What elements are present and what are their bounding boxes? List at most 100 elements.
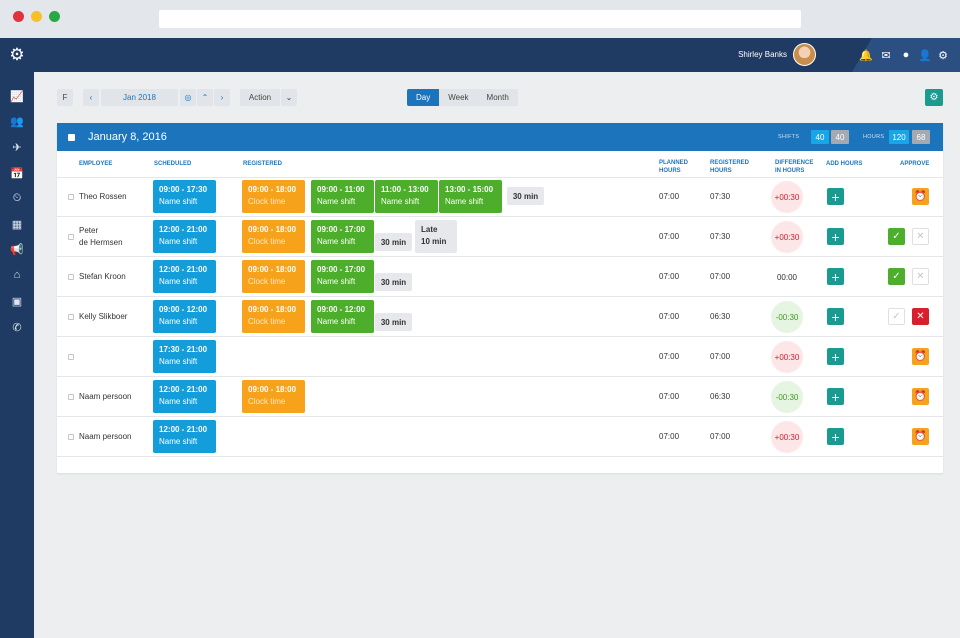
app-logo-icon[interactable]: ⚙ xyxy=(9,45,25,64)
registered-shift[interactable]: 09:00 - 17:00 Name shift xyxy=(311,260,374,293)
filter-button[interactable]: F xyxy=(57,89,73,106)
table-row: Kelly Slikboer 09:00 - 12:00 Name shift 0… xyxy=(57,297,943,337)
scheduled-shift[interactable]: 17:30 - 21:00 Name shift xyxy=(153,340,216,373)
add-hours-button[interactable]: + xyxy=(827,428,844,445)
reject-button[interactable]: ✕ xyxy=(912,308,929,325)
row-checkbox[interactable] xyxy=(68,194,74,200)
scheduled-shift[interactable]: 12:00 - 21:00 Name shift xyxy=(153,420,216,453)
add-hours-button[interactable]: + xyxy=(827,268,844,285)
minimize-window-dot[interactable] xyxy=(31,11,42,22)
shifts-label: SHIFTS xyxy=(778,134,800,140)
tab-month[interactable]: Month xyxy=(477,89,518,106)
employee-name[interactable]: Theo Rossen xyxy=(79,192,127,201)
approve-button[interactable]: ✓ xyxy=(888,228,905,245)
employee-name[interactable]: Naam persoon xyxy=(79,392,132,401)
break-tag[interactable]: 30 min xyxy=(375,313,412,331)
add-hours-button[interactable]: + xyxy=(827,348,844,365)
registered-shift[interactable]: 09:00 - 11:00 Name shift xyxy=(311,180,374,213)
team-icon[interactable]: 👥 xyxy=(10,115,24,128)
difference-badge: +00:30 xyxy=(771,221,803,253)
settings-gear-icon[interactable]: ⚙ xyxy=(938,49,948,62)
megaphone-icon[interactable]: 📢 xyxy=(10,243,24,256)
add-hours-button[interactable]: + xyxy=(827,388,844,405)
mail-icon[interactable]: ✉ xyxy=(881,49,891,62)
employee-name[interactable]: Peter de Hermsen xyxy=(79,225,123,249)
collapse-button[interactable]: ⌃ xyxy=(197,89,213,106)
col-registered-hours: REGISTERED HOURS xyxy=(710,159,749,175)
check-icon: ✓ xyxy=(892,311,901,322)
next-month-button[interactable]: › xyxy=(214,89,230,106)
address-bar[interactable] xyxy=(159,10,801,28)
calendar-grid-icon[interactable]: ▦ xyxy=(11,218,23,231)
top-bar: Shirley Banks 🔔 ✉ ● 👤 ⚙ xyxy=(34,38,960,72)
registered-shift[interactable]: 09:00 - 17:00 Name shift xyxy=(311,220,374,253)
action-dropdown-toggle[interactable]: ⌄ xyxy=(281,89,297,106)
clock-time-shift[interactable]: 09:00 - 18:00 Clock time xyxy=(242,180,305,213)
late-tag[interactable]: Late 10 min xyxy=(415,220,457,253)
col-scheduled: SCHEDULED xyxy=(154,161,192,167)
row-checkbox[interactable] xyxy=(68,234,74,240)
prev-month-button[interactable]: ‹ xyxy=(83,89,99,106)
user-name[interactable]: Shirley Banks xyxy=(738,50,787,59)
maximize-window-dot[interactable] xyxy=(49,11,60,22)
calendar-icon[interactable]: ▣ xyxy=(11,295,23,308)
status-dot-icon[interactable]: ● xyxy=(902,49,910,61)
approve-button[interactable]: ✓ xyxy=(888,308,905,325)
break-tag[interactable]: 30 min xyxy=(375,273,412,291)
home-icon[interactable]: ⌂ xyxy=(13,269,21,281)
clock-time-shift[interactable]: 09:00 - 18:00 Clock time xyxy=(242,220,305,253)
registered-shift[interactable]: 13:00 - 15:00 Name shift xyxy=(439,180,502,213)
pending-approval-button[interactable]: ⏰ xyxy=(912,348,929,365)
shift-label: Clock time xyxy=(248,237,286,246)
row-checkbox[interactable] xyxy=(68,434,74,440)
registered-shift[interactable]: 11:00 - 13:00 Name shift xyxy=(375,180,438,213)
employee-name[interactable]: Stefan Kroon xyxy=(79,272,126,281)
month-picker[interactable]: Jan 2018 xyxy=(101,89,178,106)
tab-week[interactable]: Week xyxy=(439,89,478,106)
add-hours-button[interactable]: + xyxy=(827,308,844,325)
phone-icon[interactable]: ✆ xyxy=(12,321,22,334)
pending-approval-button[interactable]: ⏰ xyxy=(912,188,929,205)
scheduled-shift[interactable]: 12:00 - 21:00 Name shift xyxy=(153,260,216,293)
avatar[interactable] xyxy=(793,43,816,66)
add-hours-button[interactable]: + xyxy=(827,188,844,205)
schedule-settings-button[interactable]: ⚙ xyxy=(925,89,943,106)
close-window-dot[interactable] xyxy=(13,11,24,22)
clock-time-shift[interactable]: 09:00 - 18:00 Clock time xyxy=(242,380,305,413)
schedule-header: January 8, 2016 SHIFTS 40 40 HOURS 120 6… xyxy=(57,123,943,151)
break-tag[interactable]: 30 min xyxy=(375,233,412,251)
approve-button[interactable]: ✓ xyxy=(888,268,905,285)
reject-button[interactable]: ✕ xyxy=(912,228,929,245)
scheduled-shift[interactable]: 09:00 - 12:00 Name shift xyxy=(153,300,216,333)
pending-approval-button[interactable]: ⏰ xyxy=(912,388,929,405)
plus-icon: + xyxy=(831,188,840,205)
today-button[interactable]: ◎ xyxy=(180,89,196,106)
clock-time-shift[interactable]: 09:00 - 18:00 Clock time xyxy=(242,300,305,333)
analytics-icon[interactable]: 📈 xyxy=(10,90,24,103)
shift-label: Clock time xyxy=(248,397,286,406)
bell-icon[interactable]: 🔔 xyxy=(859,49,873,62)
row-checkbox[interactable] xyxy=(68,354,74,360)
registered-shift[interactable]: 09:00 - 12:00 Name shift xyxy=(311,300,374,333)
add-hours-button[interactable]: + xyxy=(827,228,844,245)
planned-hours: 07:00 xyxy=(659,312,680,321)
scheduled-shift[interactable]: 12:00 - 21:00 Name shift xyxy=(153,380,216,413)
pending-approval-button[interactable]: ⏰ xyxy=(912,428,929,445)
row-checkbox[interactable] xyxy=(68,394,74,400)
break-tag[interactable]: 30 min xyxy=(507,187,544,205)
row-checkbox[interactable] xyxy=(68,274,74,280)
clock-icon[interactable]: ⏲ xyxy=(12,191,22,204)
reject-button[interactable]: ✕ xyxy=(912,268,929,285)
scheduled-shift[interactable]: 12:00 - 21:00 Name shift xyxy=(153,220,216,253)
scheduled-shift[interactable]: 09:00 - 17:30 Name shift xyxy=(153,180,216,213)
employee-name[interactable]: Kelly Slikboer xyxy=(79,312,128,321)
clock-time-shift[interactable]: 09:00 - 18:00 Clock time xyxy=(242,260,305,293)
plane-icon[interactable]: ✈ xyxy=(12,141,22,154)
row-checkbox[interactable] xyxy=(68,314,74,320)
calendar-plus-icon[interactable]: 📅 xyxy=(10,167,24,180)
action-dropdown[interactable]: Action xyxy=(240,89,280,106)
select-all-checkbox[interactable] xyxy=(68,134,75,141)
tab-day[interactable]: Day xyxy=(407,89,440,106)
employee-name[interactable]: Naam persoon xyxy=(79,432,132,441)
user-icon[interactable]: 👤 xyxy=(918,49,932,62)
